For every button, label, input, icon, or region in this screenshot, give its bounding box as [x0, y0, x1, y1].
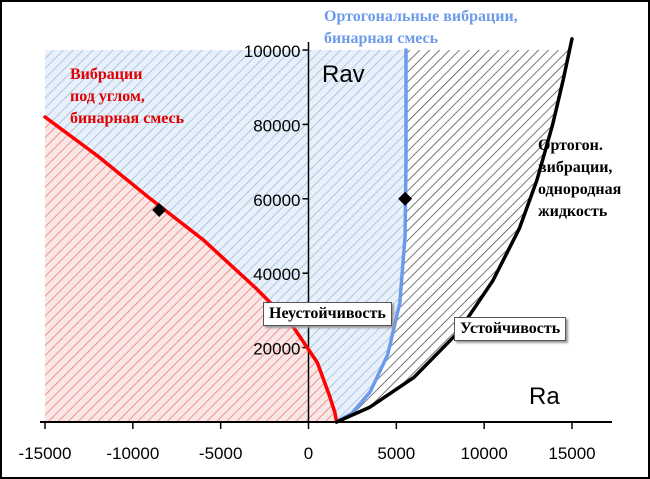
region-unstable-red — [45, 117, 337, 422]
marker-diamond-0 — [152, 202, 167, 217]
annot-angle-binary-0: Вибрации — [70, 66, 142, 83]
annot-orth-binary-0: Ортогональные вибрации, — [324, 8, 518, 25]
marker-diamond-1 — [398, 191, 413, 206]
annot-angle-binary-2: бинарная смесь — [70, 110, 185, 127]
region-unstable-blue — [45, 50, 406, 422]
annot-orth-homog-0: Ортогон. — [538, 137, 603, 154]
x-tick-label-6: 15000 — [548, 444, 595, 463]
y-tick-label-2: 60000 — [253, 191, 300, 210]
x-tick-label-3: 0 — [304, 444, 313, 463]
y-axis-title: Rav — [322, 61, 365, 88]
x-tick-label-0: -15000 — [19, 444, 72, 463]
y-tick-label-4: 100000 — [244, 42, 301, 61]
x-axis-title: Ra — [529, 383, 560, 410]
y-tick-label-3: 80000 — [253, 116, 300, 135]
series-line-2 — [334, 37, 574, 424]
y-tick-label-1: 40000 — [253, 265, 300, 284]
x-tick-label-1: -10000 — [106, 444, 159, 463]
annot-orth-homog-3: жидкость — [538, 203, 608, 220]
annot-angle-binary-1: под углом, — [70, 88, 145, 105]
unstable-label: Неустойчивость — [263, 302, 392, 326]
x-tick-label-4: 5000 — [377, 444, 415, 463]
x-tick-label-5: 10000 — [461, 444, 508, 463]
annot-orth-homog-2: однородная — [538, 181, 622, 198]
annot-orth-homog-1: вибрации, — [538, 159, 612, 176]
annot-orth-binary-1: бинарная смесь — [324, 30, 439, 47]
stable-label: Устойчивость — [454, 317, 567, 341]
y-tick-label-0: 20000 — [253, 340, 300, 359]
x-tick-label-2: -5000 — [199, 444, 242, 463]
series-line-1 — [334, 48, 408, 424]
